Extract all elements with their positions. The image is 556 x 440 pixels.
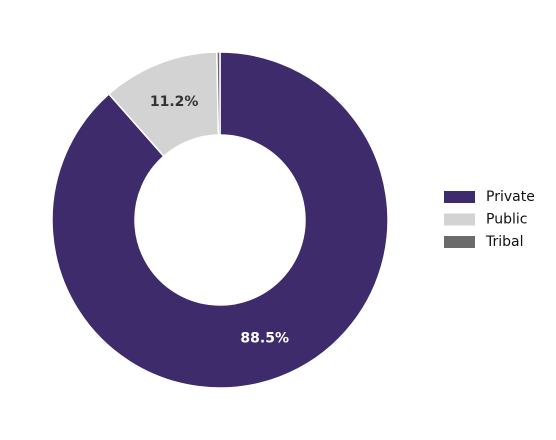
legend-swatch [444,213,475,226]
value-label: 11.2% [150,94,199,110]
legend-label: Private [486,189,535,205]
value-label: 88.5% [240,330,289,346]
legend-swatch [444,236,475,248]
legend-label: Public [486,212,527,228]
wedge [51,51,389,389]
legend-label: Tribal [485,234,524,250]
wedge [216,51,221,136]
legend-swatch [444,191,475,203]
